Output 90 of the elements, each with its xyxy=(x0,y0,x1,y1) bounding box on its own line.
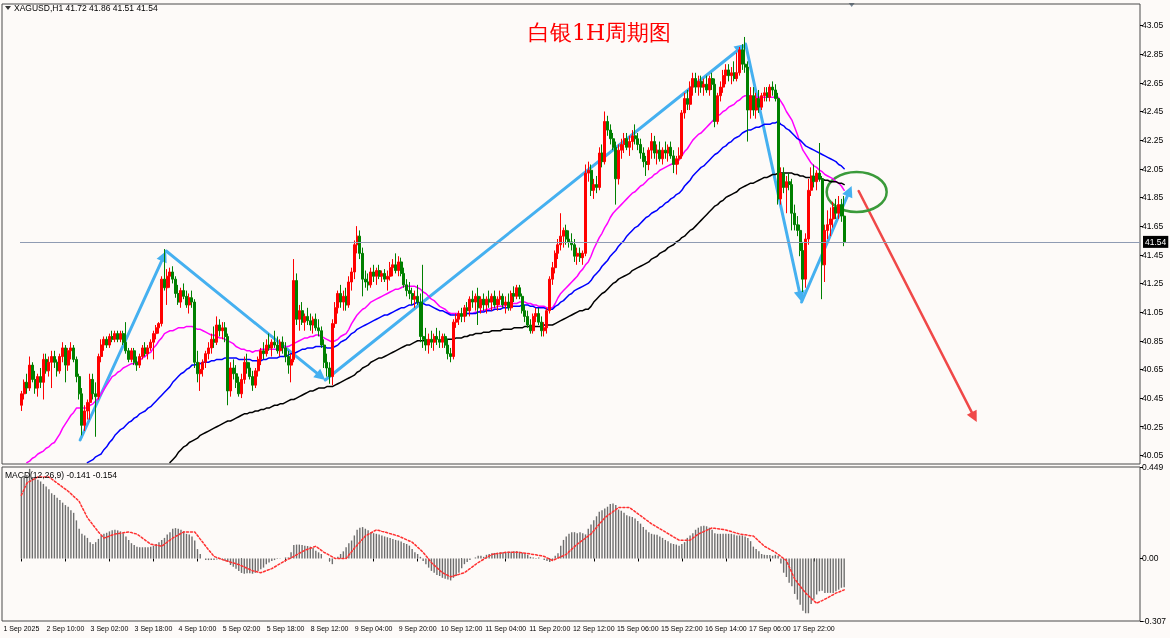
candlestick xyxy=(130,347,133,363)
candlestick xyxy=(752,86,755,117)
candlestick xyxy=(229,361,232,398)
candlestick xyxy=(697,75,700,97)
y-tick-label: 43.05 xyxy=(1142,20,1164,31)
candlestick xyxy=(485,295,488,315)
candlestick xyxy=(265,338,268,358)
y-tick-label: 42.85 xyxy=(1142,49,1164,60)
candlestick xyxy=(383,268,386,283)
candlestick xyxy=(394,252,397,274)
y-tick-label: 41.45 xyxy=(1142,249,1164,260)
candlestick xyxy=(771,80,774,97)
candlestick xyxy=(430,330,433,349)
candlestick xyxy=(116,330,119,343)
candlestick xyxy=(515,284,518,300)
candlestick xyxy=(28,356,31,392)
y-tick-label: 42.05 xyxy=(1142,163,1164,174)
candlestick xyxy=(598,146,601,191)
candlestick xyxy=(782,166,785,194)
y-tick-label: 42.45 xyxy=(1142,106,1164,117)
candlestick xyxy=(471,290,474,309)
candlestick xyxy=(705,75,708,94)
candlestick xyxy=(397,255,400,277)
candlestick xyxy=(39,367,42,389)
candlestick xyxy=(738,46,741,77)
candlestick xyxy=(664,141,667,160)
y-tick-label: 0.449 xyxy=(1142,462,1164,472)
candlestick xyxy=(221,321,224,340)
candlestick xyxy=(438,330,441,349)
candlestick xyxy=(749,86,752,120)
y-tick-label: -0.307 xyxy=(1142,616,1167,626)
candlestick xyxy=(708,75,711,97)
candlestick xyxy=(460,307,463,323)
candlestick xyxy=(504,295,507,315)
candlestick xyxy=(829,206,832,237)
candlestick xyxy=(785,175,788,214)
ref-line-label: 41.54 xyxy=(1145,236,1167,247)
candlestick xyxy=(83,404,86,432)
y-tick-label: 41.25 xyxy=(1142,278,1164,289)
candlestick xyxy=(375,267,378,286)
candlestick xyxy=(617,143,620,186)
y-tick-label: 40.25 xyxy=(1142,421,1164,432)
y-tick-label: 40.65 xyxy=(1142,364,1164,375)
candlestick xyxy=(64,344,67,383)
y-tick-label: 40.45 xyxy=(1142,393,1164,404)
candlestick xyxy=(843,195,846,247)
candlestick xyxy=(276,335,279,355)
candlestick xyxy=(372,264,375,283)
candlestick xyxy=(452,318,455,360)
candlestick xyxy=(730,66,733,85)
candlestick xyxy=(482,292,485,312)
y-tick-label: 42.65 xyxy=(1142,77,1164,88)
candlestick xyxy=(837,195,840,220)
y-tick-label: 41.65 xyxy=(1142,221,1164,232)
candlestick xyxy=(595,175,598,194)
candlestick xyxy=(661,146,664,165)
candlestick xyxy=(342,290,345,312)
candlestick xyxy=(295,272,298,326)
candlestick xyxy=(463,304,466,323)
y-tick-label: 42.25 xyxy=(1142,135,1164,146)
y-tick-label: 41.05 xyxy=(1142,307,1164,318)
candlestick xyxy=(727,63,730,82)
candlestick xyxy=(507,292,510,312)
y-tick-label: 41.85 xyxy=(1142,192,1164,203)
y-tick-label: 40.05 xyxy=(1142,450,1164,461)
candlestick xyxy=(493,290,496,309)
y-tick-label: 40.85 xyxy=(1142,335,1164,346)
candlestick xyxy=(339,284,342,309)
text: 白银1H周期图 xyxy=(528,19,672,45)
candlestick xyxy=(262,341,265,360)
candlestick xyxy=(694,72,697,94)
y-tick-label: 0.00 xyxy=(1142,553,1159,564)
candlestick xyxy=(50,350,53,389)
candlestick xyxy=(42,353,45,401)
candlestick xyxy=(119,330,122,343)
candlestick xyxy=(427,333,430,355)
candlestick xyxy=(653,135,656,160)
candlestick xyxy=(218,318,221,337)
candlestick xyxy=(576,247,579,266)
annotation: XAGUSD,H1 41.72 41.86 41.51 41.54 xyxy=(14,2,158,13)
candlestick xyxy=(815,169,818,191)
candlestick xyxy=(686,89,689,111)
candlestick xyxy=(105,335,108,349)
candlestick xyxy=(298,304,301,332)
candlestick xyxy=(210,333,213,355)
candlestick xyxy=(496,295,499,312)
candlestick xyxy=(474,292,477,312)
candlestick xyxy=(441,333,444,349)
candlestick xyxy=(108,333,111,349)
candlestick xyxy=(163,248,166,292)
